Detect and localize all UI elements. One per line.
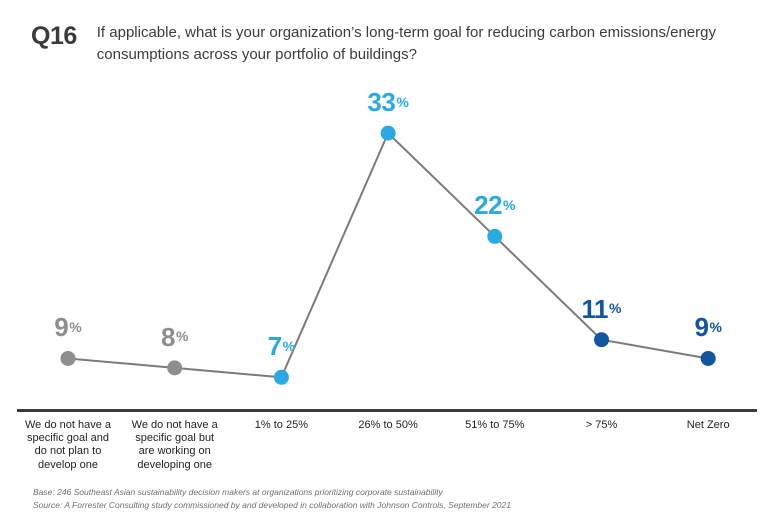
category-label: 26% to 50%	[358, 419, 418, 431]
category-label: 1% to 25%	[254, 419, 308, 431]
data-point	[60, 350, 76, 366]
question-number: Q16	[31, 22, 77, 50]
data-point	[273, 369, 289, 385]
category-label: > 75%	[585, 419, 618, 431]
footnote: Base: 246 Southeast Asian sustainability…	[33, 486, 511, 512]
value-label: 9%	[694, 312, 722, 343]
data-point	[487, 228, 503, 244]
value-label: 8%	[160, 321, 189, 352]
data-point	[594, 332, 609, 348]
footnote-source: Source: A Forrester Consulting study com…	[33, 499, 511, 510]
data-point	[167, 360, 183, 376]
data-point	[380, 125, 396, 141]
question-header: Q16 If applicable, what is your organiza…	[31, 22, 762, 66]
category-label: We do not have a specific goal but are w…	[131, 419, 218, 471]
value-label: 33%	[367, 87, 409, 118]
category-label: Net Zero	[686, 419, 730, 431]
value-label: 9%	[54, 312, 82, 343]
category-label: 51% to 75%	[465, 419, 525, 431]
data-point	[700, 350, 716, 366]
value-label: 11%	[581, 293, 622, 324]
category-label: We do not have a specific goal and do no…	[24, 419, 112, 471]
footnote-base: Base: 246 Southeast Asian sustainability…	[33, 487, 443, 497]
question-text: If applicable, what is your organization…	[96, 24, 716, 64]
value-label: 7%	[267, 331, 296, 362]
x-axis-line	[17, 409, 757, 412]
value-label: 22%	[474, 190, 516, 221]
